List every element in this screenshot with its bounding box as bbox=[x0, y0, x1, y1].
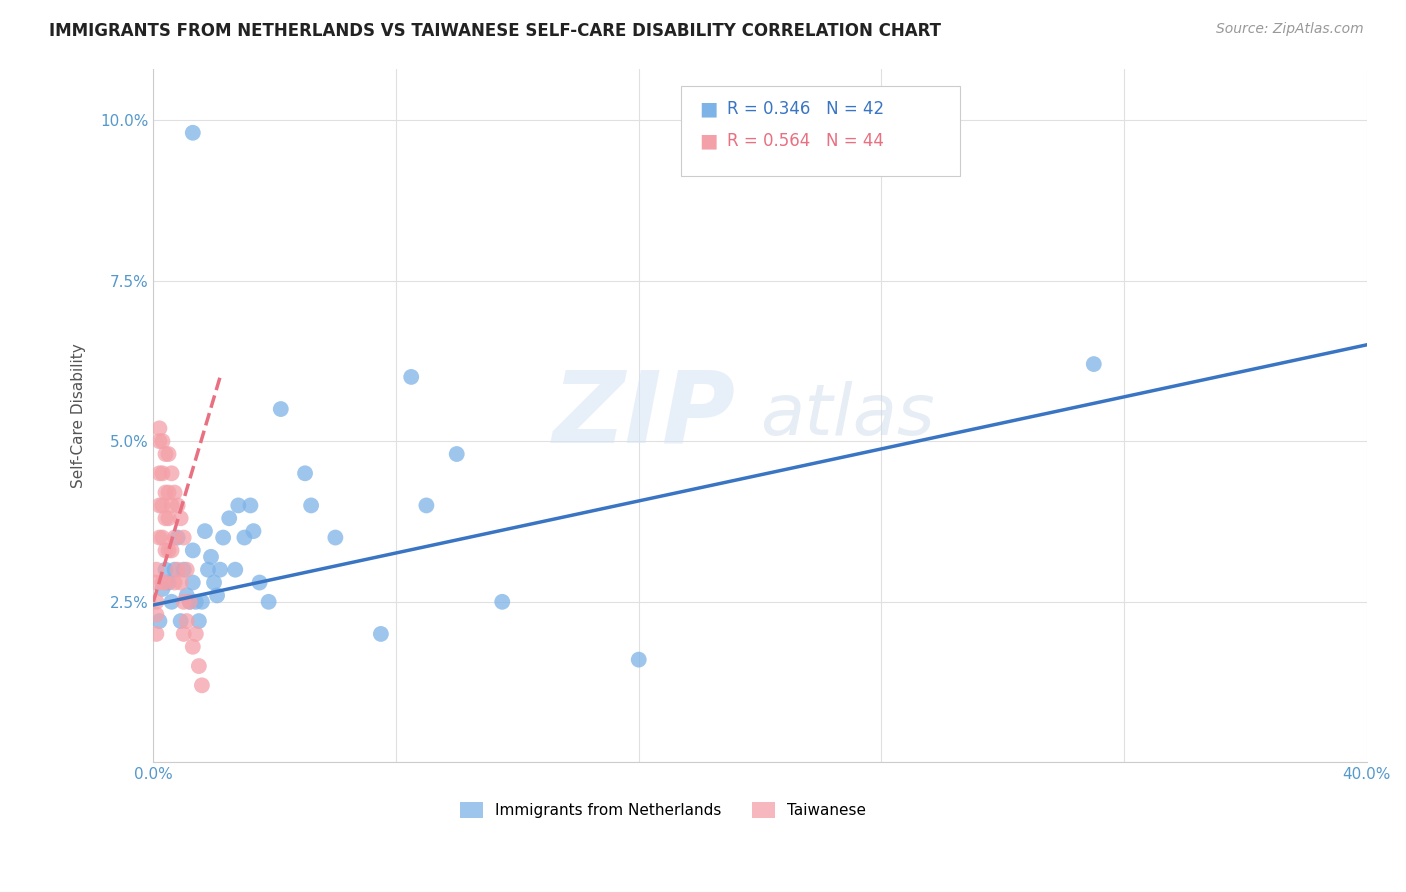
Point bbox=[160, 499, 183, 513]
Point bbox=[446, 447, 468, 461]
Point bbox=[194, 524, 217, 538]
Point bbox=[155, 511, 177, 525]
Point bbox=[294, 467, 316, 481]
Legend: Immigrants from Netherlands, Taiwanese: Immigrants from Netherlands, Taiwanese bbox=[454, 796, 872, 824]
Point bbox=[169, 511, 191, 525]
Point bbox=[399, 370, 422, 384]
Point bbox=[157, 511, 180, 525]
Point bbox=[209, 563, 232, 577]
Point bbox=[202, 575, 225, 590]
Point bbox=[157, 543, 180, 558]
Point bbox=[163, 531, 186, 545]
Point bbox=[152, 582, 174, 596]
Point bbox=[152, 467, 174, 481]
Point bbox=[152, 499, 174, 513]
Point bbox=[181, 543, 204, 558]
FancyBboxPatch shape bbox=[682, 86, 960, 176]
Point bbox=[173, 595, 195, 609]
Point bbox=[242, 524, 264, 538]
Point bbox=[187, 659, 209, 673]
Point bbox=[191, 595, 214, 609]
Text: ZIP: ZIP bbox=[553, 367, 735, 464]
Point bbox=[152, 575, 174, 590]
Text: Source: ZipAtlas.com: Source: ZipAtlas.com bbox=[1216, 22, 1364, 37]
Point bbox=[155, 575, 177, 590]
Point bbox=[157, 447, 180, 461]
Point bbox=[176, 614, 198, 628]
Point bbox=[226, 499, 249, 513]
Y-axis label: Self-Care Disability: Self-Care Disability bbox=[72, 343, 86, 488]
Point bbox=[148, 614, 170, 628]
Point bbox=[205, 588, 228, 602]
Point bbox=[155, 543, 177, 558]
Point bbox=[173, 563, 195, 577]
Point bbox=[191, 678, 214, 692]
Point bbox=[145, 575, 167, 590]
Point bbox=[155, 563, 177, 577]
Point bbox=[163, 563, 186, 577]
Point bbox=[145, 607, 167, 622]
Point bbox=[145, 627, 167, 641]
Point bbox=[148, 499, 170, 513]
Point bbox=[325, 531, 347, 545]
Point bbox=[249, 575, 271, 590]
Point bbox=[163, 575, 186, 590]
Point bbox=[169, 614, 191, 628]
Point bbox=[145, 595, 167, 609]
Point bbox=[415, 499, 437, 513]
Text: IMMIGRANTS FROM NETHERLANDS VS TAIWANESE SELF-CARE DISABILITY CORRELATION CHART: IMMIGRANTS FROM NETHERLANDS VS TAIWANESE… bbox=[49, 22, 941, 40]
Point bbox=[184, 627, 207, 641]
Point bbox=[160, 467, 183, 481]
Point bbox=[166, 531, 188, 545]
Text: ■: ■ bbox=[699, 99, 718, 119]
Point bbox=[179, 595, 201, 609]
Point bbox=[224, 563, 246, 577]
Point bbox=[200, 549, 222, 564]
Text: ■: ■ bbox=[699, 132, 718, 151]
Point bbox=[184, 595, 207, 609]
Point bbox=[148, 531, 170, 545]
Point bbox=[148, 421, 170, 435]
Point bbox=[179, 595, 201, 609]
Point bbox=[160, 543, 183, 558]
Point bbox=[299, 499, 322, 513]
Point bbox=[155, 485, 177, 500]
Point bbox=[239, 499, 262, 513]
Point bbox=[173, 627, 195, 641]
Text: R = 0.346   N = 42: R = 0.346 N = 42 bbox=[727, 100, 884, 118]
Point bbox=[145, 563, 167, 577]
Point bbox=[197, 563, 219, 577]
Point bbox=[181, 640, 204, 654]
Point bbox=[173, 531, 195, 545]
Point bbox=[181, 575, 204, 590]
Point bbox=[270, 402, 292, 417]
Point bbox=[218, 511, 240, 525]
Point bbox=[163, 485, 186, 500]
Point bbox=[155, 447, 177, 461]
Text: R = 0.564   N = 44: R = 0.564 N = 44 bbox=[727, 132, 884, 151]
Point bbox=[491, 595, 513, 609]
Point bbox=[257, 595, 280, 609]
Point bbox=[152, 434, 174, 449]
Point bbox=[148, 434, 170, 449]
Point bbox=[166, 563, 188, 577]
Point bbox=[233, 531, 256, 545]
Point bbox=[169, 575, 191, 590]
Point bbox=[152, 531, 174, 545]
Point bbox=[157, 485, 180, 500]
Point bbox=[370, 627, 392, 641]
Point bbox=[166, 499, 188, 513]
Point bbox=[212, 531, 235, 545]
Point bbox=[1083, 357, 1105, 371]
Point bbox=[176, 588, 198, 602]
Point bbox=[627, 652, 650, 666]
Point bbox=[176, 563, 198, 577]
Point bbox=[148, 467, 170, 481]
Point bbox=[157, 575, 180, 590]
Point bbox=[181, 126, 204, 140]
Text: atlas: atlas bbox=[761, 381, 935, 450]
Point bbox=[160, 595, 183, 609]
Point bbox=[187, 614, 209, 628]
